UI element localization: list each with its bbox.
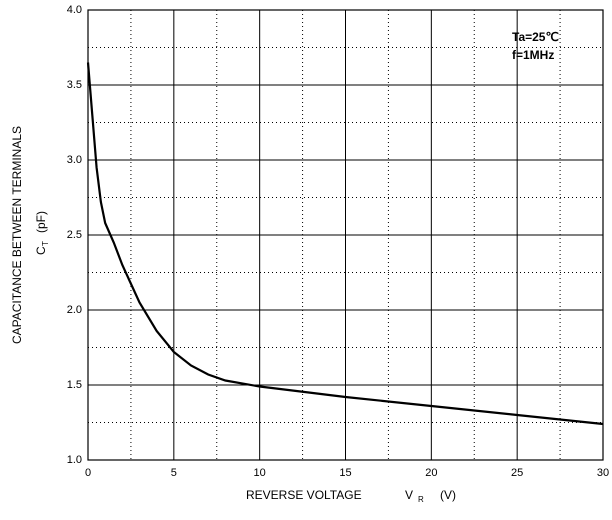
y-symbol: C [34, 246, 48, 255]
x-unit: (V) [440, 488, 456, 502]
annotation: Ta=25℃ [512, 30, 559, 44]
x-subscript: R [418, 495, 424, 504]
annotation: f=1MHz [512, 48, 554, 62]
y-tick-label: 1.0 [67, 454, 82, 466]
x-tick-label: 5 [171, 467, 177, 479]
x-tick-label: 0 [85, 467, 91, 479]
y-tick-label: 1.5 [67, 379, 82, 391]
y-tick-label: 3.0 [67, 154, 82, 166]
x-tick-label: 25 [511, 467, 523, 479]
y-tick-label: 2.5 [67, 229, 82, 241]
x-tick-label: 15 [339, 467, 351, 479]
y-label: CAPACITANCE BETWEEN TERMINALS [10, 126, 24, 344]
y-tick-label: 2.0 [67, 304, 82, 316]
y-subscript: T [41, 241, 50, 246]
x-tick-label: 20 [425, 467, 437, 479]
y-tick-label: 3.5 [67, 79, 82, 91]
y-unit-group: C T (pF) [34, 211, 50, 255]
x-label: REVERSE VOLTAGE [246, 488, 362, 502]
y-label-group: CAPACITANCE BETWEEN TERMINALS [10, 126, 24, 344]
x-tick-label: 30 [597, 467, 609, 479]
x-tick-label: 10 [254, 467, 266, 479]
x-symbol: V [405, 488, 413, 502]
curve [86, 62, 604, 426]
y-tick-label: 4.0 [67, 4, 82, 16]
y-unit: (pF) [34, 211, 48, 233]
plot-frame [87, 9, 604, 461]
